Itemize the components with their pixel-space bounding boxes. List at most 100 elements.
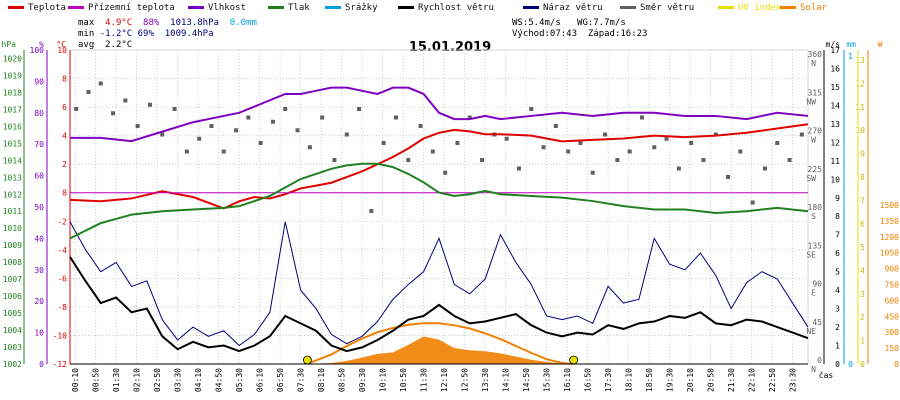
- legend-item-8: Směr větru: [620, 3, 694, 13]
- stat-min-label: min: [78, 29, 95, 39]
- wind-direction-point: [652, 145, 657, 150]
- wind-direction-point: [799, 132, 804, 137]
- ms-tick-label: 17: [830, 46, 840, 55]
- wind-direction-point: [357, 107, 362, 111]
- sunrise-text: Východ:07:43: [512, 29, 578, 39]
- mm-axis-title: mm: [846, 40, 856, 49]
- solar-tick-label: 750: [885, 281, 900, 290]
- ms-tick-label: 4: [835, 286, 840, 295]
- legend-label: Solar: [800, 3, 828, 13]
- hpa-tick-label: 1013: [3, 173, 22, 182]
- percent-tick-label: 30: [34, 266, 44, 275]
- x-tick-label: 20:10: [686, 368, 695, 392]
- ms-axis-title: m/s: [826, 40, 841, 49]
- x-tick-label: 11:30: [420, 368, 429, 392]
- wind-direction-point: [689, 141, 694, 145]
- wind-speed-line: [69, 256, 809, 353]
- direction-tick-label: 225: [808, 165, 823, 174]
- wind-direction-point: [406, 158, 411, 162]
- mm-tick-label: 0: [848, 360, 853, 369]
- ms-tick-label: 1: [835, 342, 840, 351]
- wind-direction-point: [307, 145, 312, 150]
- wind-direction-point: [234, 128, 239, 133]
- x-tick-label: 05:30: [235, 368, 244, 392]
- ms-tick-label: 9: [835, 194, 840, 203]
- wind-direction-point: [270, 119, 275, 124]
- legend-swatch: [268, 6, 284, 9]
- legend-label: Srážky: [345, 3, 378, 13]
- sunrise-marker: [302, 355, 312, 365]
- x-tick-label: 02:50: [153, 368, 162, 392]
- wind-direction-point: [639, 115, 644, 120]
- percent-tick-label: 100: [30, 46, 45, 55]
- ms-tick-label: 15: [830, 83, 840, 92]
- wind-direction-point: [676, 166, 681, 171]
- series-line-3: [70, 86, 809, 143]
- uv-tick-label: 11: [855, 103, 865, 112]
- x-tick-label: 12:10: [440, 368, 449, 392]
- celsius-tick-label: -6: [57, 274, 67, 283]
- hpa-tick-label: 1014: [3, 156, 22, 165]
- wind-direction-point: [160, 132, 165, 137]
- legend-item-2: Přízemní teplota: [68, 3, 175, 13]
- direction-name-label: N: [811, 59, 816, 68]
- x-tick-label: 07:30: [297, 368, 306, 392]
- celsius-tick-label: 0: [62, 189, 67, 198]
- solar-tick-label: 1200: [880, 233, 899, 242]
- hpa-tick-label: 1019: [3, 71, 22, 80]
- legend-item-7: Náraz větru: [523, 3, 603, 13]
- legend-item-9: UV index: [718, 3, 781, 13]
- wind-direction-point: [443, 170, 448, 175]
- wind-direction-point: [135, 124, 140, 128]
- wind-direction-point: [246, 115, 251, 120]
- solar-tick-label: 1350: [880, 217, 899, 226]
- stat-min-hum: 69%: [137, 29, 154, 39]
- sunset-marker: [569, 355, 579, 365]
- legend-label: Směr větru: [640, 3, 695, 13]
- ms-tick-label: 12: [830, 138, 840, 147]
- wind-direction-point: [184, 149, 189, 154]
- hpa-tick-label: 1018: [3, 88, 22, 97]
- x-tick-label: 15:30: [543, 368, 552, 392]
- plot-frame: [69, 49, 809, 365]
- x-tick-label: 06:10: [256, 368, 265, 392]
- uv-tick-label: 6: [860, 220, 865, 229]
- ms-tick-label: 6: [835, 249, 840, 258]
- ms-tick-label: 5: [835, 268, 840, 277]
- solar-tick-label: 150: [885, 344, 900, 353]
- direction-tick-label: 270: [808, 127, 823, 136]
- x-tick-label: 14:50: [522, 368, 531, 392]
- percent-tick-label: 40: [34, 234, 44, 243]
- wind-direction-point: [147, 102, 152, 107]
- solar-tick-label: 1050: [880, 249, 899, 258]
- x-tick-label: 18:10: [625, 368, 634, 392]
- wind-direction-point: [455, 141, 460, 145]
- hpa-tick-label: 1011: [3, 207, 22, 216]
- ms-tick-label: 14: [830, 101, 840, 110]
- x-tick-label: 03:30: [174, 368, 183, 392]
- x-tick-label: 04:10: [194, 368, 203, 392]
- wind-direction-point: [172, 107, 177, 111]
- stat-avg-label: avg: [78, 40, 95, 50]
- legend-label: Rychlost větru: [418, 3, 494, 13]
- legend-swatch: [68, 6, 84, 9]
- wind-direction-point: [393, 115, 398, 120]
- uv-tick-label: 2: [860, 313, 865, 322]
- celsius-tick-label: 8: [62, 75, 67, 84]
- hpa-tick-label: 1005: [3, 309, 22, 318]
- uv-tick-label: 7: [860, 196, 865, 205]
- wind-direction-point: [701, 158, 706, 162]
- direction-name-label: NW: [806, 97, 816, 106]
- direction-name-label: NE: [806, 327, 816, 336]
- legend-label: Teplota: [28, 3, 66, 13]
- ms-tick-label: 0: [835, 360, 840, 369]
- solar-tick-label: 1500: [880, 201, 899, 210]
- stat-max-rain: 0.0mm: [229, 18, 257, 28]
- direction-tick-label: 0: [817, 356, 822, 365]
- wind-direction-point: [750, 200, 755, 205]
- wind-direction-point: [787, 158, 792, 162]
- x-tick-label: 08:50: [338, 368, 347, 392]
- percent-tick-label: 10: [34, 329, 44, 338]
- legend-label: Vlhkost: [208, 3, 246, 13]
